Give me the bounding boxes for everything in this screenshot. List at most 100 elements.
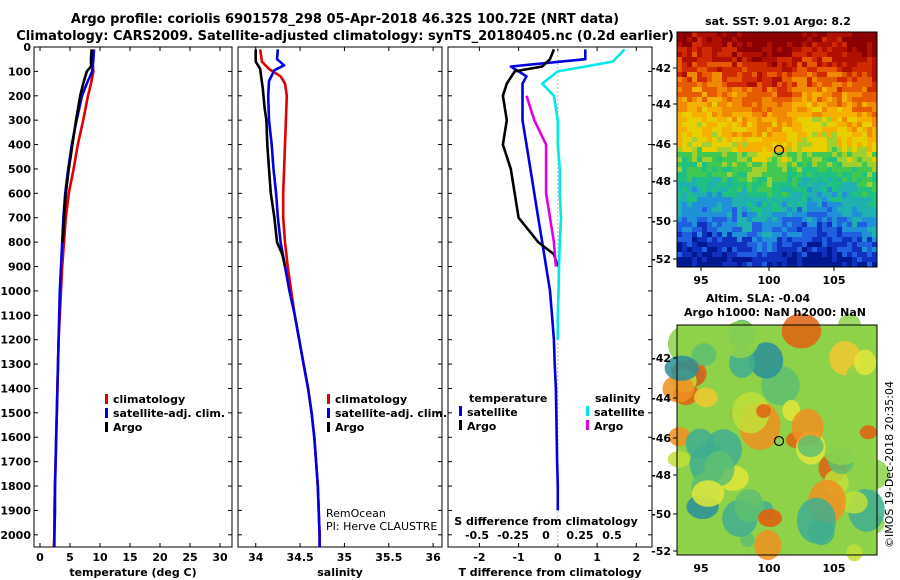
series-temperature-satellite: [509, 49, 587, 511]
sst-cell: [837, 192, 842, 197]
sst-cell: [802, 227, 807, 232]
sst-cell: [817, 87, 822, 92]
sst-cell: [777, 187, 782, 192]
sst-cell: [857, 107, 862, 112]
sst-cell: [852, 187, 857, 192]
sst-cell: [792, 82, 797, 87]
sst-cell: [762, 137, 767, 142]
sst-cell: [727, 117, 732, 122]
sst-cell: [747, 77, 752, 82]
sst-cell: [742, 262, 747, 267]
sst-cell: [837, 97, 842, 102]
sst-cell: [852, 52, 857, 57]
sst-cell: [802, 142, 807, 147]
sst-cell: [867, 142, 872, 147]
sst-cell: [832, 222, 837, 227]
sst-cell: [817, 147, 822, 152]
sst-cell: [872, 142, 877, 147]
sst-cell: [702, 47, 707, 52]
sst-cell: [682, 82, 687, 87]
sst-cell: [752, 202, 757, 207]
sst-cell: [812, 52, 817, 57]
sst-cell: [782, 137, 787, 142]
sst-cell: [837, 87, 842, 92]
sst-cell: [817, 77, 822, 82]
sst-cell: [707, 117, 712, 122]
sst-cell: [687, 222, 692, 227]
sst-cell: [727, 157, 732, 162]
sst-cell: [822, 167, 827, 172]
sst-cell: [862, 237, 867, 242]
sst-map-frame: [676, 31, 878, 268]
sst-cell: [802, 52, 807, 57]
sst-cell: [862, 152, 867, 157]
sst-cell: [782, 147, 787, 152]
sst-cell: [697, 242, 702, 247]
sst-cell: [757, 182, 762, 187]
sst-cell: [742, 87, 747, 92]
legend-sal-swatch: [327, 408, 330, 418]
legend-diff-swatch: [586, 406, 589, 416]
sst-cell: [687, 112, 692, 117]
sst-cell: [807, 72, 812, 77]
sst-cell: [692, 127, 697, 132]
lat-tick-label: -42: [651, 352, 671, 365]
sst-cell: [707, 187, 712, 192]
legend-sal-label: Argo: [335, 421, 365, 434]
sst-cell: [762, 127, 767, 132]
sst-cell: [697, 47, 702, 52]
sst-cell: [722, 177, 727, 182]
sst-cell: [802, 212, 807, 217]
sst-cell: [762, 42, 767, 47]
sst-cell: [777, 252, 782, 257]
sst-cell: [867, 117, 872, 122]
sst-cell: [722, 222, 727, 227]
sst-cell: [817, 32, 822, 37]
sst-cell: [872, 162, 877, 167]
sst-cell: [842, 82, 847, 87]
series-argo: [61, 49, 93, 243]
sst-cell: [852, 217, 857, 222]
sst-cell: [682, 177, 687, 182]
sst-cell: [827, 42, 832, 47]
sst-cell: [732, 112, 737, 117]
sst-cell: [747, 202, 752, 207]
sst-cell: [862, 97, 867, 102]
top-x-tick-label: 0.25: [566, 529, 593, 542]
sst-cell: [742, 147, 747, 152]
sst-cell: [747, 182, 752, 187]
sst-cell: [752, 67, 757, 72]
sst-cell: [792, 132, 797, 137]
sst-cell: [722, 197, 727, 202]
sst-cell: [872, 147, 877, 152]
sla-blob: [667, 326, 698, 362]
sst-cell: [862, 122, 867, 127]
sst-cell: [832, 122, 837, 127]
sst-cell: [742, 137, 747, 142]
sst-cell: [807, 122, 812, 127]
sst-cell: [772, 212, 777, 217]
sst-cell: [862, 72, 867, 77]
sst-cell: [692, 87, 697, 92]
x-tick-label: 1: [593, 551, 601, 564]
sst-cell: [677, 57, 682, 62]
sst-cell: [792, 167, 797, 172]
sst-cell: [862, 177, 867, 182]
sst-cell: [842, 102, 847, 107]
sst-cell: [837, 52, 842, 57]
sst-cell: [812, 67, 817, 72]
sst-cell: [867, 77, 872, 82]
sst-cell: [702, 42, 707, 47]
sst-cell: [677, 117, 682, 122]
sst-cell: [677, 137, 682, 142]
sst-cell: [717, 62, 722, 67]
sst-cell: [827, 182, 832, 187]
sst-cell: [772, 167, 777, 172]
sst-cell: [872, 202, 877, 207]
sst-cell: [717, 157, 722, 162]
sst-cell: [847, 42, 852, 47]
sst-cell: [832, 42, 837, 47]
sst-cell: [732, 102, 737, 107]
sst-cell: [827, 192, 832, 197]
